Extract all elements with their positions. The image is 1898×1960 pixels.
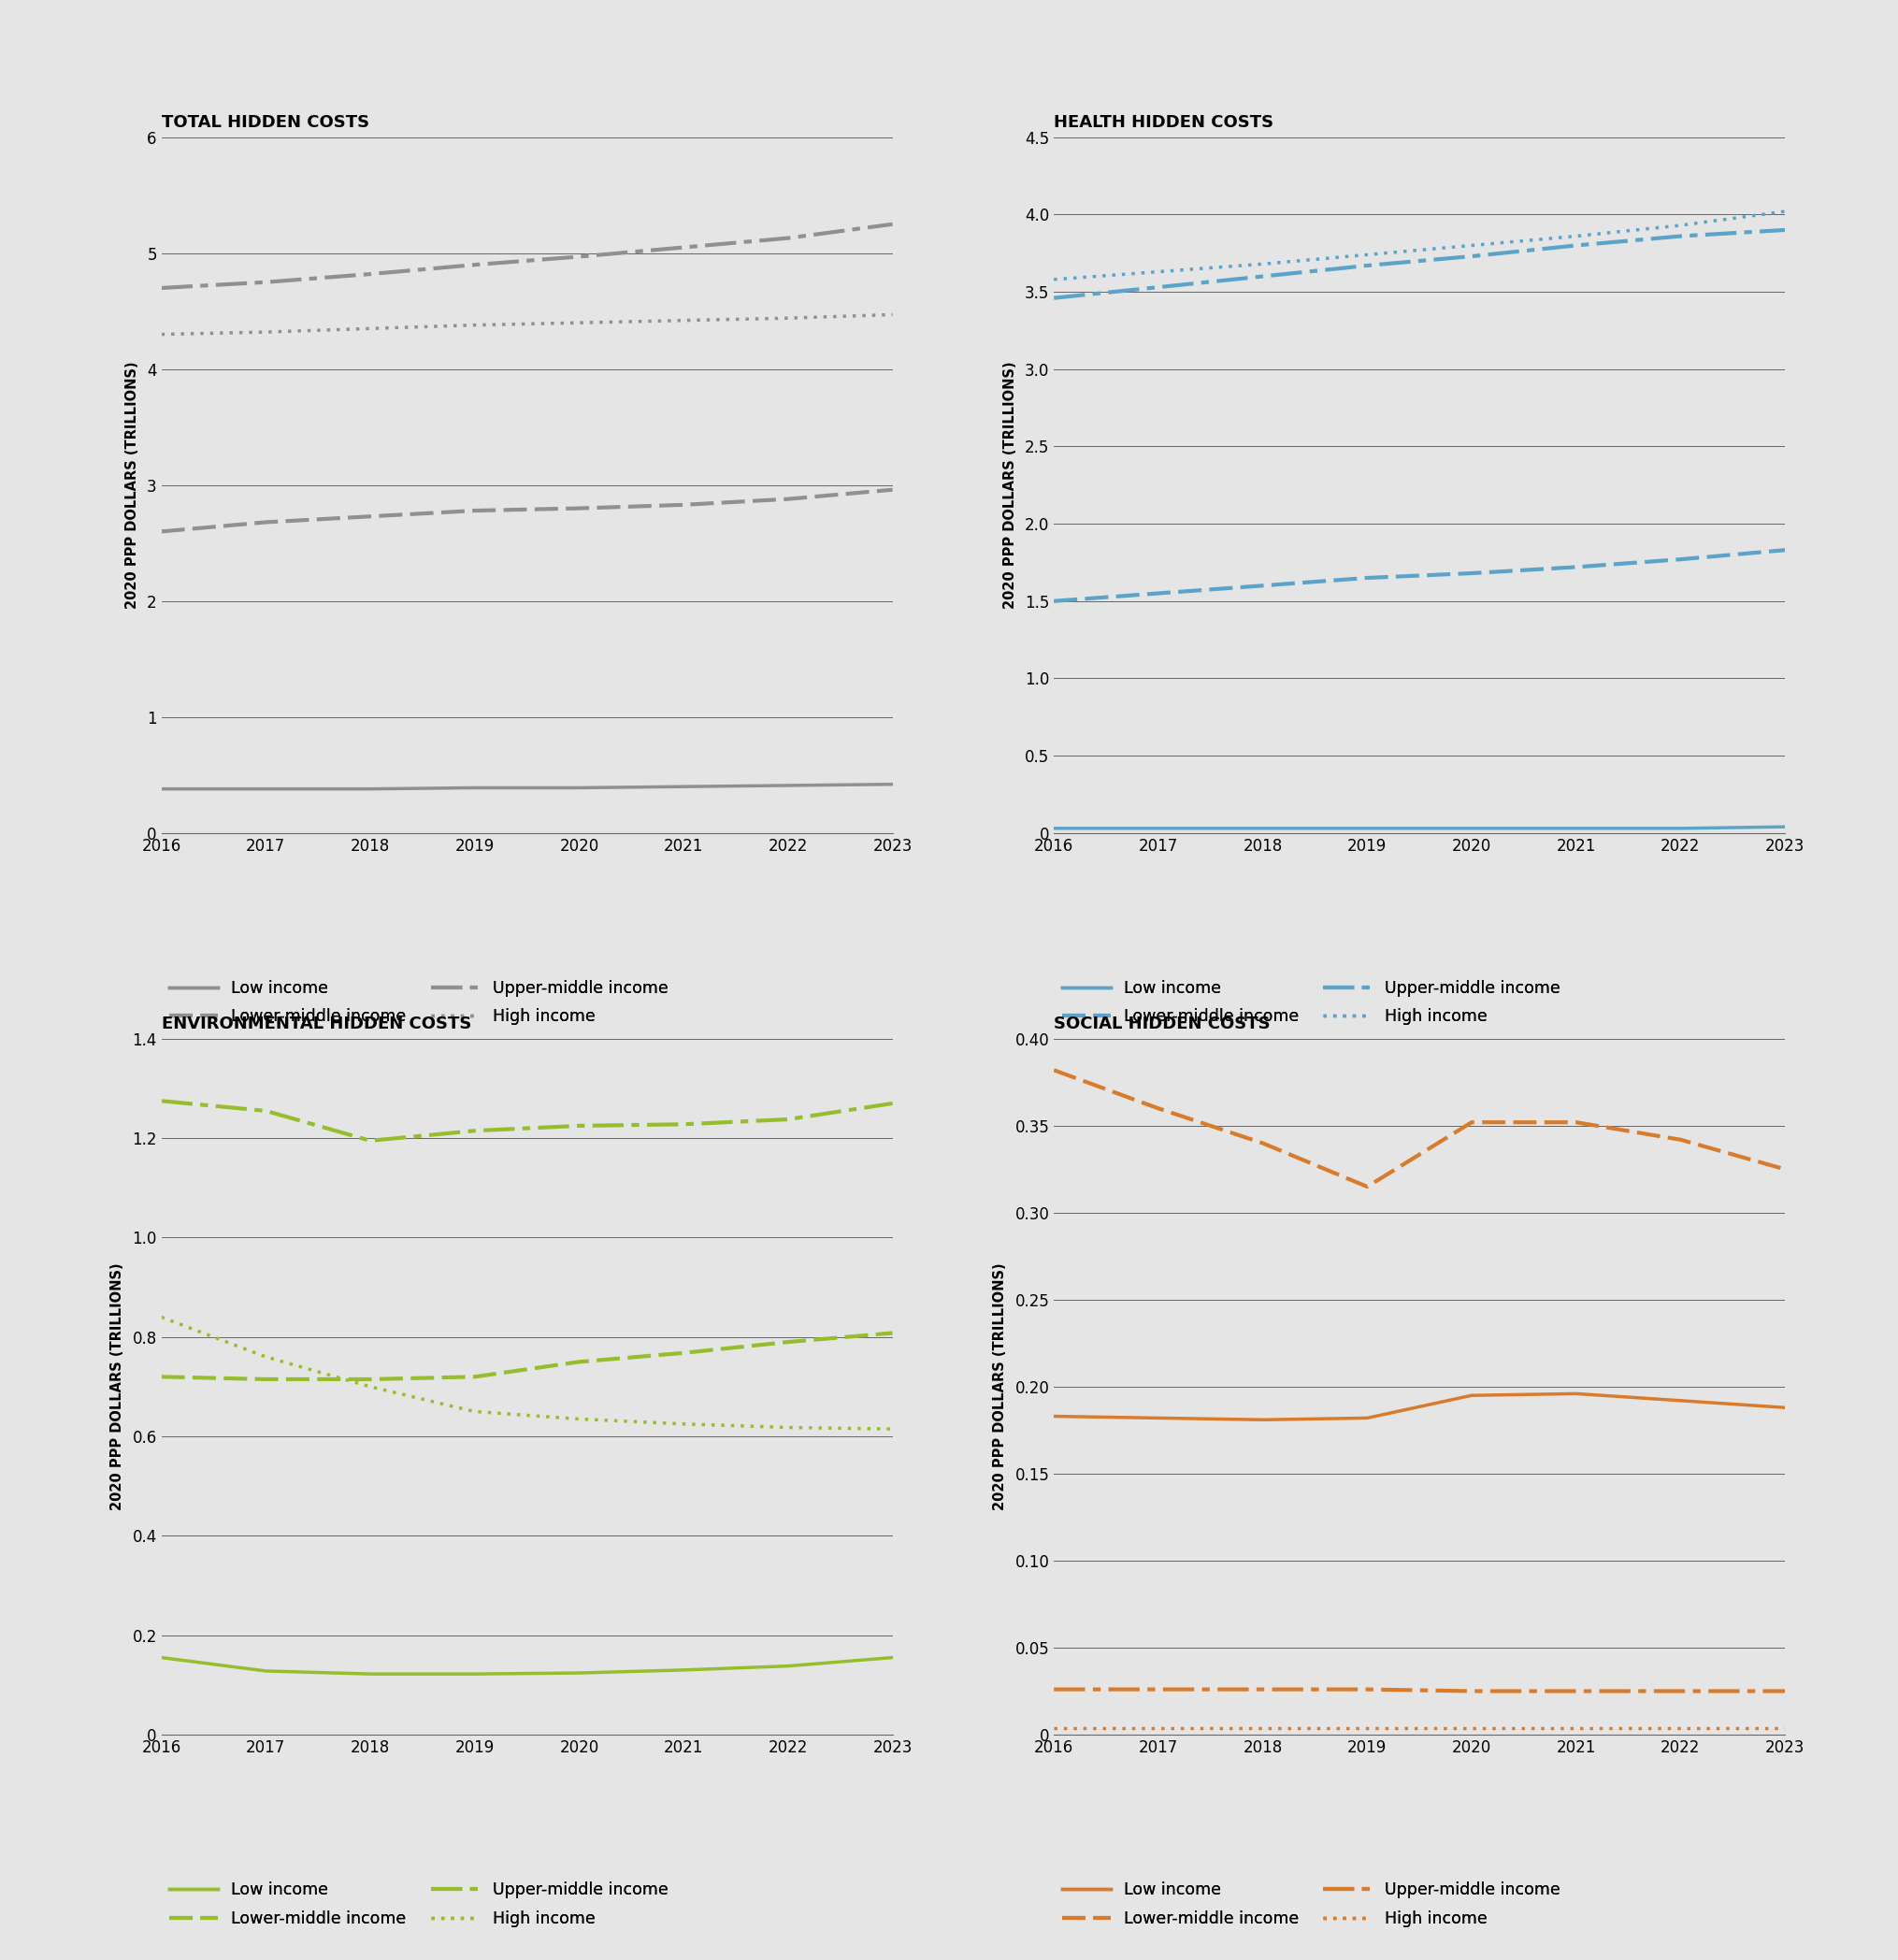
Text: HEALTH HIDDEN COSTS: HEALTH HIDDEN COSTS bbox=[1053, 114, 1274, 131]
Y-axis label: 2020 PPP DOLLARS (TRILLIONS): 2020 PPP DOLLARS (TRILLIONS) bbox=[125, 361, 139, 610]
Y-axis label: 2020 PPP DOLLARS (TRILLIONS): 2020 PPP DOLLARS (TRILLIONS) bbox=[993, 1262, 1006, 1511]
Text: SOCIAL HIDDEN COSTS: SOCIAL HIDDEN COSTS bbox=[1053, 1015, 1270, 1033]
Legend: Low income, Lower-middle income, Upper-middle income, High income: Low income, Lower-middle income, Upper-m… bbox=[169, 980, 668, 1025]
Text: ENVIRONMENTAL HIDDEN COSTS: ENVIRONMENTAL HIDDEN COSTS bbox=[161, 1015, 471, 1033]
Text: TOTAL HIDDEN COSTS: TOTAL HIDDEN COSTS bbox=[161, 114, 368, 131]
Y-axis label: 2020 PPP DOLLARS (TRILLIONS): 2020 PPP DOLLARS (TRILLIONS) bbox=[1002, 361, 1017, 610]
Legend: Low income, Lower-middle income, Upper-middle income, High income: Low income, Lower-middle income, Upper-m… bbox=[169, 1882, 668, 1927]
Legend: Low income, Lower-middle income, Upper-middle income, High income: Low income, Lower-middle income, Upper-m… bbox=[1061, 1882, 1560, 1927]
Y-axis label: 2020 PPP DOLLARS (TRILLIONS): 2020 PPP DOLLARS (TRILLIONS) bbox=[110, 1262, 123, 1511]
Legend: Low income, Lower-middle income, Upper-middle income, High income: Low income, Lower-middle income, Upper-m… bbox=[1061, 980, 1560, 1025]
